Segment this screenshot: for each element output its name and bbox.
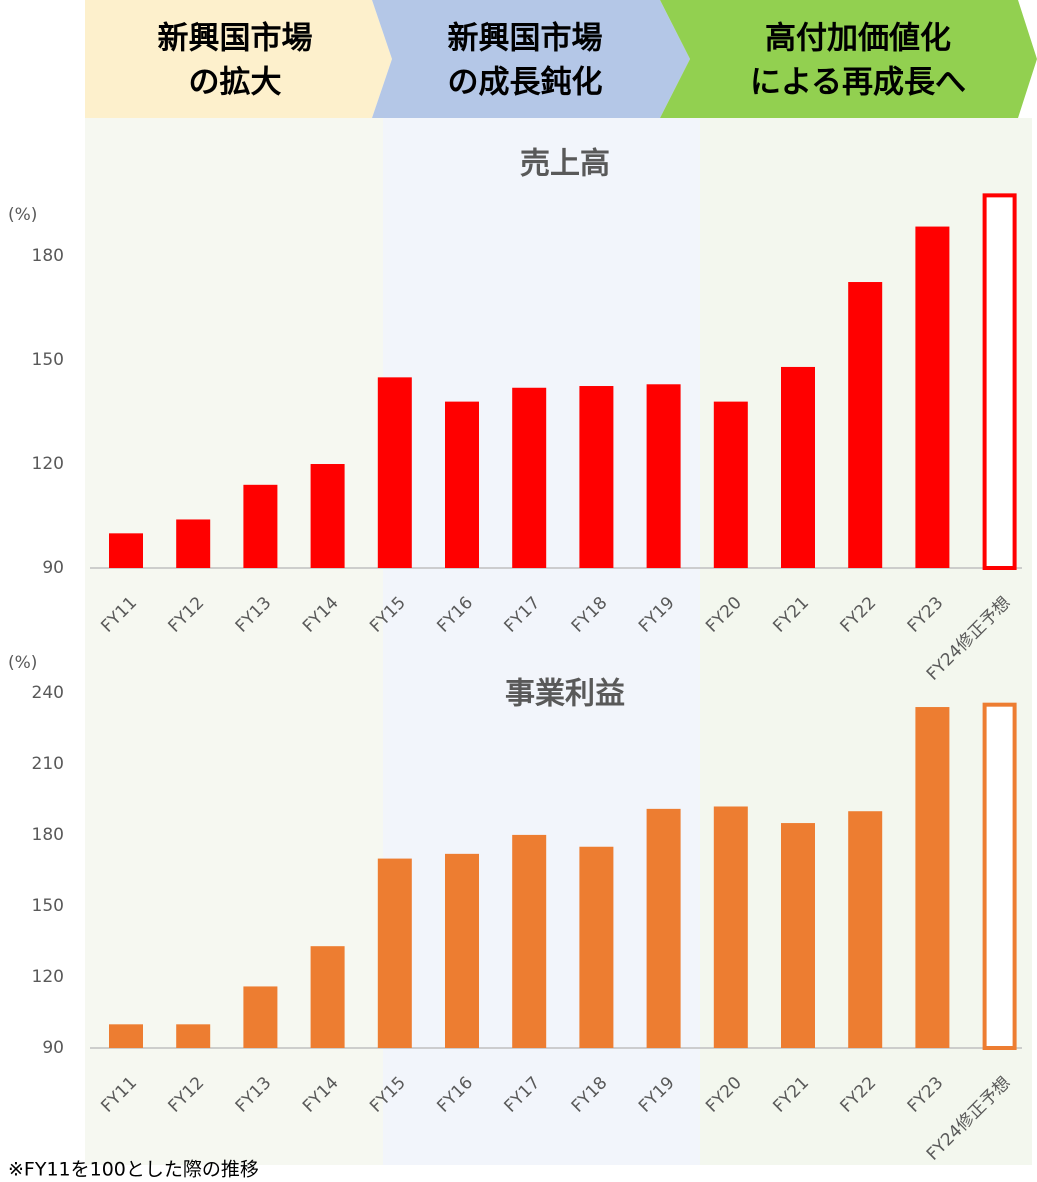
chart-title: 事業利益 [505,677,625,712]
bar [915,707,950,1048]
bar [109,1024,143,1048]
bar [109,533,143,568]
bar [781,823,815,1048]
bar [176,1024,211,1048]
bar [310,464,345,568]
y-axis-label: (%) [8,653,37,673]
y-tick-label: 240 [32,683,64,703]
bar [377,377,412,568]
phase-banner [372,0,690,118]
bar [445,853,479,1048]
phase-banner [660,0,1037,118]
y-axis-label: (%) [8,205,37,225]
bar [579,386,614,568]
phase-text: の拡大 [189,65,282,101]
phase-text: の成長鈍化 [448,65,603,101]
bar [310,946,345,1048]
bar [646,808,681,1048]
bar [176,519,211,568]
phase-text: 新興国市場 [448,21,603,57]
phase-text: 高付加価値化 [765,21,951,57]
bar [512,834,547,1048]
y-tick-label: 120 [32,454,64,474]
bar [848,282,883,568]
bar [915,226,950,569]
y-tick-label: 180 [32,825,64,845]
bar [781,366,815,568]
bar [243,986,278,1048]
bar [982,193,1017,570]
footnote: ※FY11を100とした際の推移 [8,1159,259,1181]
bar [377,858,412,1048]
phase-text: 新興国市場 [158,21,313,57]
y-tick-label: 210 [32,754,64,774]
y-tick-label: 120 [32,967,64,987]
bar [713,401,748,568]
bar [982,702,1017,1050]
chart-title: 売上高 [520,147,610,182]
y-tick-label: 90 [42,1038,64,1058]
bar [243,484,278,568]
bar [646,384,681,568]
bar [445,401,479,568]
bar [848,811,883,1048]
bar [713,806,748,1048]
y-tick-label: 90 [42,558,64,578]
y-tick-label: 150 [32,896,64,916]
y-tick-label: 180 [32,246,64,266]
bar [579,846,614,1048]
y-tick-label: 150 [32,350,64,370]
phase-banner [85,0,392,118]
bar [512,387,547,568]
phase-text: による再成長へ [750,65,966,101]
